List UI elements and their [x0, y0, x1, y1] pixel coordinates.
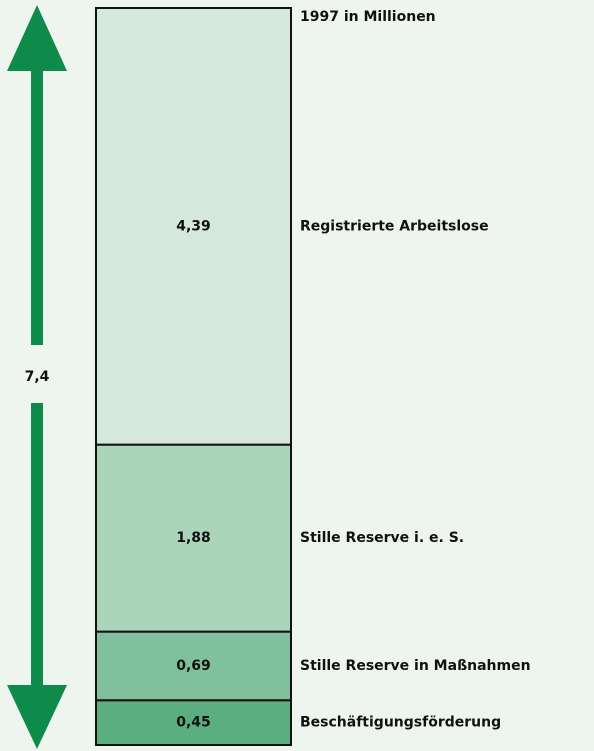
- page: {"chart_data": {"type": "stacked-bar", "…: [0, 0, 594, 751]
- value-label: 4,39: [176, 218, 211, 234]
- value-label: 0,69: [176, 658, 211, 674]
- segment-label: Stille Reserve in Maßnahmen: [300, 658, 531, 674]
- value-label: 0,45: [176, 715, 211, 731]
- arrow-head-down: [7, 685, 67, 749]
- chart-title: 1997 in Millionen: [300, 9, 436, 25]
- segment-label: Stille Reserve i. e. S.: [300, 530, 464, 546]
- arrow-shaft-down: [31, 403, 43, 687]
- segment-label: Beschäftigungsförderung: [300, 715, 501, 731]
- chart: 1997 in Millionen 0,45 Beschäftigungsförd…: [0, 0, 594, 751]
- value-label: 1,88: [176, 530, 211, 546]
- segment-label: Registrierte Arbeitslose: [300, 218, 489, 234]
- arrow-head-up: [7, 5, 67, 71]
- arrow-shaft-up: [31, 69, 43, 345]
- total-label: 7,4: [25, 369, 50, 385]
